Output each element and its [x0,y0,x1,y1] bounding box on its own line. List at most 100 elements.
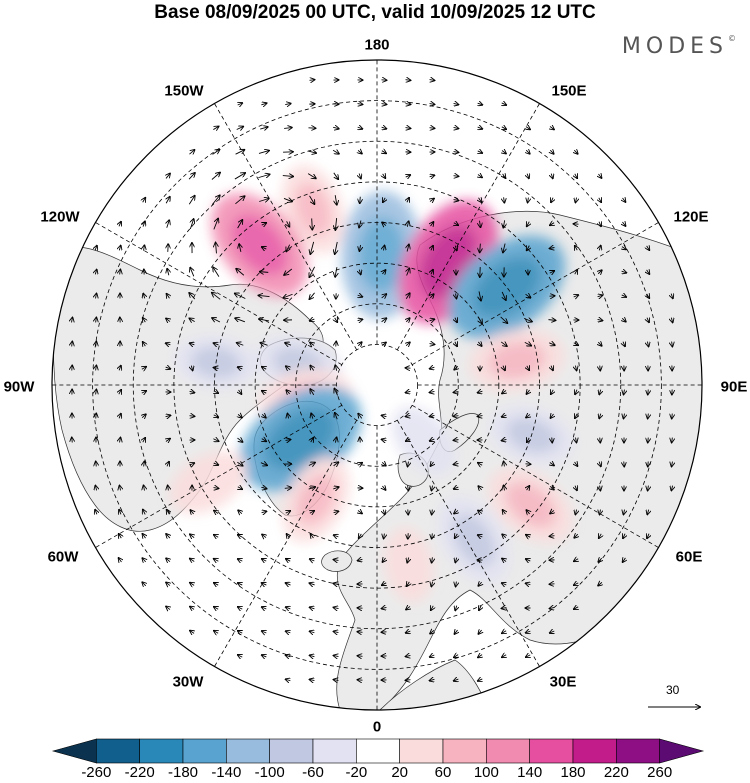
wind-arrow [406,606,410,609]
wind-arrow [262,607,267,609]
wind-arrow [500,342,507,346]
wind-arrow [95,294,96,299]
wind-arrow [478,535,483,537]
wind-arrow [647,534,649,539]
wind-arrow [166,606,170,609]
wind-arrow [550,126,554,129]
meridian-line [214,419,358,667]
wind-arrow [359,270,361,275]
colorbar-swatch [486,738,530,764]
wind-arrow [478,655,482,658]
colorbar-tick-label: 20 [391,764,408,781]
wind-arrow [407,557,408,562]
wind-arrow [237,462,242,465]
wind-arrow [190,219,193,230]
wind-arrow [528,197,529,203]
wind-arrow [335,195,337,205]
wind-arrow [575,246,577,250]
wind-arrow [358,656,363,657]
wind-arrow [382,583,386,585]
wind-arrow [527,486,530,490]
colorbar-swatch [139,738,184,764]
wind-arrow [262,534,266,537]
colorbar-swatch [356,738,400,764]
wind-arrow [189,150,194,154]
wind-arrow [407,221,408,227]
wind-arrow [527,366,529,370]
wind-arrow [600,365,601,371]
meridian-line [95,222,343,366]
wind-arrow [430,462,433,466]
wind-arrow [188,173,195,180]
wind-arrow [431,246,433,251]
wind-arrow [310,679,315,680]
wind-arrow [503,243,505,253]
wind-arrow [311,413,313,419]
wind-arrow [96,318,97,323]
lon-label-180: 180 [364,36,390,54]
wind-arrow [334,389,337,396]
wind-arrow [478,510,482,513]
wind-arrow [142,582,146,586]
wind-arrow [214,607,218,609]
wind-arrow [310,607,315,609]
anomaly-contour-core [505,482,556,528]
wind-arrow [406,318,409,322]
wind-arrow [432,509,433,515]
wind-arrow [429,104,435,105]
colorbar [51,738,705,764]
wind-arrow [647,342,648,347]
lon-label-120w: 120W [40,208,80,226]
wind-arrow [550,607,555,608]
colorbar-swatch [572,738,617,764]
wind-arrow [503,366,505,371]
wind-arrow [574,534,578,538]
wind-arrow [262,223,266,225]
wind-arrow [526,631,531,633]
wind-arrow [188,196,194,205]
anomaly-contour-core [357,217,406,294]
wind-arrow [167,294,170,299]
wind-arrow [382,342,386,345]
wind-arrow [335,267,337,277]
wind-arrow [478,486,481,490]
wind-arrow [214,511,218,514]
wind-vectors [72,80,673,681]
wind-arrow [456,293,457,299]
wind-arrow [382,462,386,465]
wind-arrow [502,439,507,440]
wind-arrow [671,294,673,299]
wind-arrow [550,248,555,249]
wind-arrow [503,174,506,178]
wind-arrow [599,534,601,538]
wind-arrow [284,128,292,129]
wind-arrow [142,558,145,562]
colorbar-tick-label: 140 [517,764,543,781]
wind-arrow [453,200,459,201]
wind-arrow [574,559,578,562]
wind-arrow [429,80,435,81]
wind-arrow [283,198,292,201]
colorbar-swatch [182,738,227,764]
wind-arrow [308,462,315,465]
wind-arrow [502,608,507,609]
wind-arrow [430,391,435,392]
wind-arrow [239,390,242,394]
wind-arrow [430,175,435,177]
wind-arrow [599,222,601,227]
wind-arrow [359,534,362,538]
wind-arrow [382,151,386,154]
wind-arrow [430,655,435,657]
wind-arrow [359,174,361,179]
wind-arrow [262,414,266,417]
colorbar-tick-label: 180 [560,764,586,781]
wind-arrow [286,511,290,513]
wind-arrow [600,437,601,443]
wind-arrow [550,414,553,418]
colorbar-swatch [312,738,357,764]
wind-arrow [310,631,315,632]
wind-arrow [478,342,481,346]
wind-arrow [382,222,386,225]
meridian-line [411,222,659,366]
